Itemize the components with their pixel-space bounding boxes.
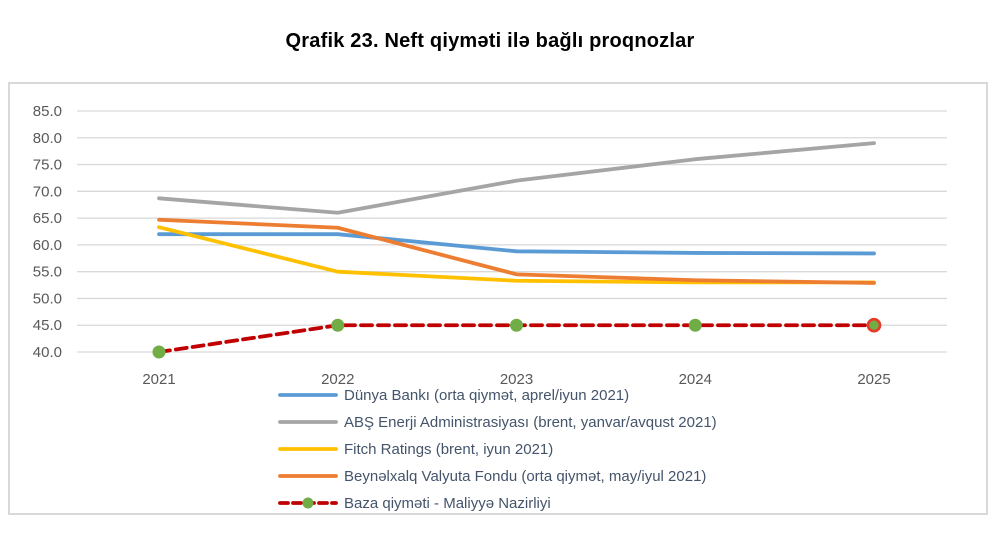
y-tick-label: 80.0 bbox=[33, 130, 62, 147]
x-tick-label: 2024 bbox=[679, 371, 712, 388]
legend-item: Dünya Bankı (orta qiymət, aprel/iyun 202… bbox=[278, 387, 629, 404]
y-tick-label: 55.0 bbox=[33, 264, 62, 281]
series-line-0 bbox=[157, 232, 876, 256]
legend-item: Baza qiyməti - Maliyyə Nazirliyi bbox=[278, 495, 551, 511]
legend-item: ABŞ Enerji Administrasiyası (brent, yanv… bbox=[278, 414, 717, 431]
data-point-marker bbox=[331, 318, 345, 332]
y-tick-label: 60.0 bbox=[33, 237, 62, 254]
legend-label: Beynəlxalq Valyuta Fondu (orta qiymət, m… bbox=[344, 468, 706, 485]
chart-title: Qrafik 23. Neft qiyməti ilə bağlı proqno… bbox=[285, 30, 695, 52]
data-point-marker bbox=[510, 318, 523, 332]
legend-item: Fitch Ratings (brent, iyun 2021) bbox=[278, 441, 553, 458]
legend-label: Baza qiyməti - Maliyyə Nazirliyi bbox=[344, 495, 551, 511]
legend-label: Fitch Ratings (brent, iyun 2021) bbox=[344, 441, 553, 458]
data-point-marker bbox=[152, 345, 166, 359]
chart-panel: 40.0 45.0 50.0 55.0 60.0 65.0 70.0 75.0 80.0 85.0… bbox=[8, 82, 988, 515]
legend-marker-dot bbox=[302, 497, 314, 509]
x-tick-label: 2022 bbox=[321, 371, 354, 388]
y-tick-label: 75.0 bbox=[33, 157, 62, 174]
chart-svg: 40.0 45.0 50.0 55.0 60.0 65.0 70.0 75.0 80.0 85.0… bbox=[33, 103, 947, 511]
legend-label: ABŞ Enerji Administrasiyası (brent, yanv… bbox=[344, 414, 717, 431]
y-tick-label: 70.0 bbox=[33, 183, 62, 200]
data-point-marker bbox=[866, 317, 882, 333]
y-tick-label: 65.0 bbox=[33, 210, 62, 227]
data-point-marker bbox=[688, 318, 702, 332]
y-tick-label: 40.0 bbox=[33, 344, 62, 361]
legend-item: Beynəlxalq Valyuta Fondu (orta qiymət, m… bbox=[278, 468, 706, 485]
x-tick-label: 2023 bbox=[500, 371, 533, 388]
x-tick-label: 2021 bbox=[142, 371, 175, 388]
legend-label: Dünya Bankı (orta qiymət, aprel/iyun 202… bbox=[344, 387, 629, 404]
x-tick-label: 2025 bbox=[857, 371, 890, 388]
y-tick-label: 50.0 bbox=[33, 290, 62, 307]
series-line-3 bbox=[157, 217, 876, 285]
y-tick-label: 85.0 bbox=[33, 103, 62, 120]
y-tick-label: 45.0 bbox=[33, 317, 62, 334]
series-line-1 bbox=[157, 141, 876, 215]
